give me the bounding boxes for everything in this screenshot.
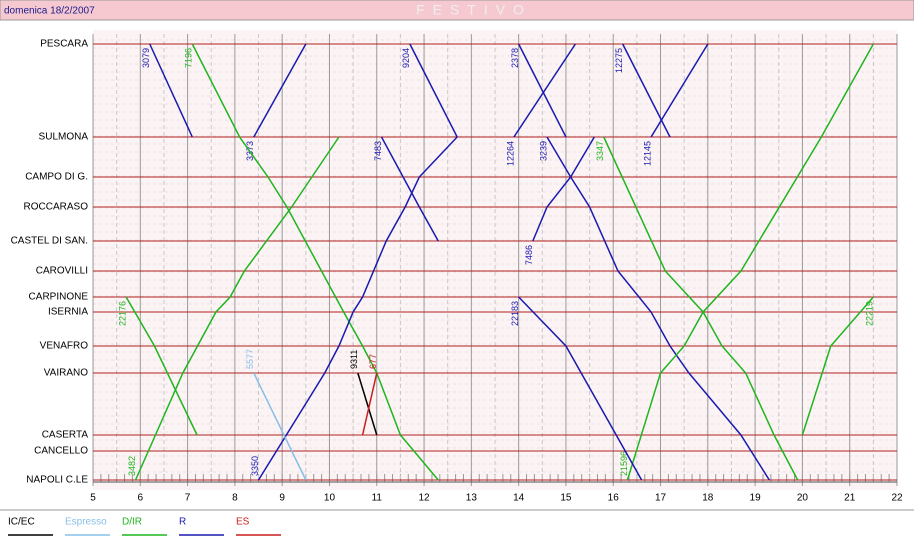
x-tick-label: 19 bbox=[750, 493, 762, 504]
train-number: 7483 bbox=[373, 141, 383, 161]
x-tick-label: 9 bbox=[279, 493, 285, 504]
train-path bbox=[257, 136, 458, 481]
station-label: ROCCARASO bbox=[24, 202, 89, 213]
station-label: ISERNIA bbox=[48, 307, 88, 318]
train-number: 3239 bbox=[538, 141, 548, 161]
station-label: CASTEL DI SAN. bbox=[11, 236, 88, 247]
train-number: 22183 bbox=[510, 301, 520, 326]
train-path bbox=[380, 136, 439, 242]
x-tick-label: 10 bbox=[324, 493, 336, 504]
chart-title: FESTIVO bbox=[416, 2, 532, 18]
train-number: 677 bbox=[368, 354, 378, 369]
train-number: 9311 bbox=[349, 350, 359, 369]
train-number: 3347 bbox=[595, 141, 605, 161]
train-path bbox=[626, 43, 875, 481]
train-path bbox=[149, 43, 193, 138]
legend-label: Espresso bbox=[65, 517, 107, 528]
station-label: SULMONA bbox=[39, 132, 89, 143]
train-path bbox=[253, 43, 307, 138]
station-label: CARPINONE bbox=[29, 292, 89, 303]
legend-label: ES bbox=[236, 517, 250, 528]
x-tick-label: 20 bbox=[797, 493, 809, 504]
x-tick-label: 13 bbox=[466, 493, 478, 504]
station-label: CAROVILLI bbox=[36, 266, 88, 277]
x-tick-label: 6 bbox=[138, 493, 144, 504]
train-path bbox=[134, 136, 340, 481]
train-number: 5577 bbox=[245, 349, 255, 369]
train-path bbox=[357, 372, 378, 436]
x-tick-label: 18 bbox=[702, 493, 714, 504]
train-path bbox=[603, 136, 799, 481]
train-path bbox=[801, 296, 874, 436]
x-tick-label: 11 bbox=[372, 493, 383, 504]
train-number: 22176 bbox=[117, 301, 127, 326]
x-tick-label: 14 bbox=[513, 493, 525, 504]
train-path bbox=[650, 43, 709, 138]
train-number: 12264 bbox=[505, 141, 515, 166]
train-path bbox=[517, 43, 567, 138]
train-number: 3350 bbox=[250, 456, 260, 476]
x-tick-label: 16 bbox=[608, 493, 620, 504]
train-number: 21596 bbox=[619, 451, 629, 476]
train-number: 2378 bbox=[510, 48, 520, 68]
train-number: 7196 bbox=[184, 48, 194, 68]
station-label: VAIRANO bbox=[44, 368, 88, 379]
x-tick-label: 7 bbox=[185, 493, 191, 504]
train-path bbox=[191, 43, 439, 481]
train-number: 3079 bbox=[141, 48, 151, 68]
header-bar bbox=[0, 0, 914, 21]
legend-label: R bbox=[179, 517, 186, 528]
train-path bbox=[532, 136, 595, 242]
x-tick-label: 21 bbox=[844, 493, 856, 504]
train-path bbox=[125, 296, 198, 436]
date: domenica 18/2/2007 bbox=[4, 6, 95, 17]
legend-label: IC/EC bbox=[8, 517, 35, 528]
legend-label: D/IR bbox=[122, 517, 142, 528]
train-path bbox=[518, 296, 643, 481]
train-number: 7486 bbox=[524, 245, 534, 265]
train-path bbox=[409, 43, 458, 138]
x-tick-label: 5 bbox=[90, 493, 96, 504]
train-number: 9204 bbox=[401, 48, 411, 68]
x-tick-label: 22 bbox=[891, 493, 903, 504]
train-number: 12275 bbox=[614, 48, 624, 73]
train-path bbox=[622, 43, 671, 138]
train-number: 22219 bbox=[865, 301, 875, 326]
station-label: VENAFRO bbox=[40, 341, 89, 352]
train-path bbox=[361, 372, 378, 436]
x-tick-label: 12 bbox=[418, 493, 430, 504]
train-path bbox=[546, 136, 770, 481]
train-number: 3482 bbox=[127, 456, 137, 476]
station-label: NAPOLI C.LE bbox=[26, 475, 88, 486]
train-path bbox=[513, 43, 577, 138]
train-path bbox=[253, 372, 307, 481]
train-number: 12145 bbox=[642, 141, 652, 166]
station-label: PESCARA bbox=[40, 39, 88, 50]
x-tick-label: 8 bbox=[232, 493, 238, 504]
station-label: CANCELLO bbox=[34, 446, 88, 457]
station-label: CAMPO DI G. bbox=[25, 172, 88, 183]
station-label: CASERTA bbox=[42, 430, 89, 441]
x-tick-label: 17 bbox=[655, 493, 667, 504]
x-tick-label: 15 bbox=[560, 493, 572, 504]
